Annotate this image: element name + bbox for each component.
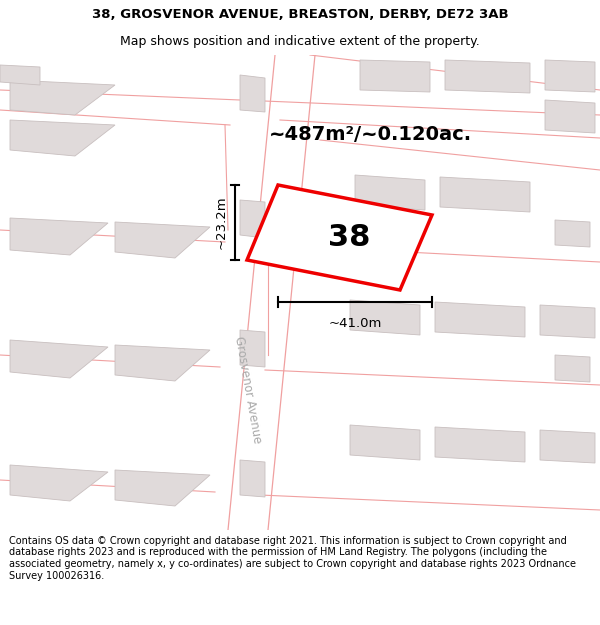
Polygon shape bbox=[240, 75, 265, 112]
Polygon shape bbox=[10, 218, 108, 255]
Text: Map shows position and indicative extent of the property.: Map shows position and indicative extent… bbox=[120, 35, 480, 48]
Polygon shape bbox=[555, 355, 590, 382]
Polygon shape bbox=[355, 175, 425, 210]
Polygon shape bbox=[247, 185, 432, 290]
Polygon shape bbox=[115, 345, 210, 381]
Polygon shape bbox=[545, 100, 595, 133]
Text: ~487m²/~0.120ac.: ~487m²/~0.120ac. bbox=[268, 126, 472, 144]
Polygon shape bbox=[240, 330, 265, 367]
Text: Grosvenor Avenue: Grosvenor Avenue bbox=[232, 336, 264, 444]
Text: ~41.0m: ~41.0m bbox=[328, 317, 382, 330]
Text: ~23.2m: ~23.2m bbox=[215, 196, 227, 249]
Polygon shape bbox=[10, 80, 115, 115]
Polygon shape bbox=[10, 465, 108, 501]
Polygon shape bbox=[435, 302, 525, 337]
Text: Contains OS data © Crown copyright and database right 2021. This information is : Contains OS data © Crown copyright and d… bbox=[9, 536, 576, 581]
Polygon shape bbox=[545, 60, 595, 92]
Polygon shape bbox=[360, 60, 430, 92]
Polygon shape bbox=[540, 305, 595, 338]
Polygon shape bbox=[435, 427, 525, 462]
Polygon shape bbox=[0, 65, 40, 85]
Polygon shape bbox=[445, 60, 530, 93]
Polygon shape bbox=[10, 120, 115, 156]
Polygon shape bbox=[115, 470, 210, 506]
Text: 38, GROSVENOR AVENUE, BREASTON, DERBY, DE72 3AB: 38, GROSVENOR AVENUE, BREASTON, DERBY, D… bbox=[92, 8, 508, 21]
Polygon shape bbox=[240, 460, 265, 497]
Polygon shape bbox=[10, 340, 108, 378]
Polygon shape bbox=[350, 300, 420, 335]
Polygon shape bbox=[240, 200, 265, 238]
Text: 38: 38 bbox=[328, 223, 370, 252]
Polygon shape bbox=[115, 222, 210, 258]
Polygon shape bbox=[440, 177, 530, 212]
Polygon shape bbox=[350, 425, 420, 460]
Polygon shape bbox=[555, 220, 590, 247]
Polygon shape bbox=[540, 430, 595, 463]
